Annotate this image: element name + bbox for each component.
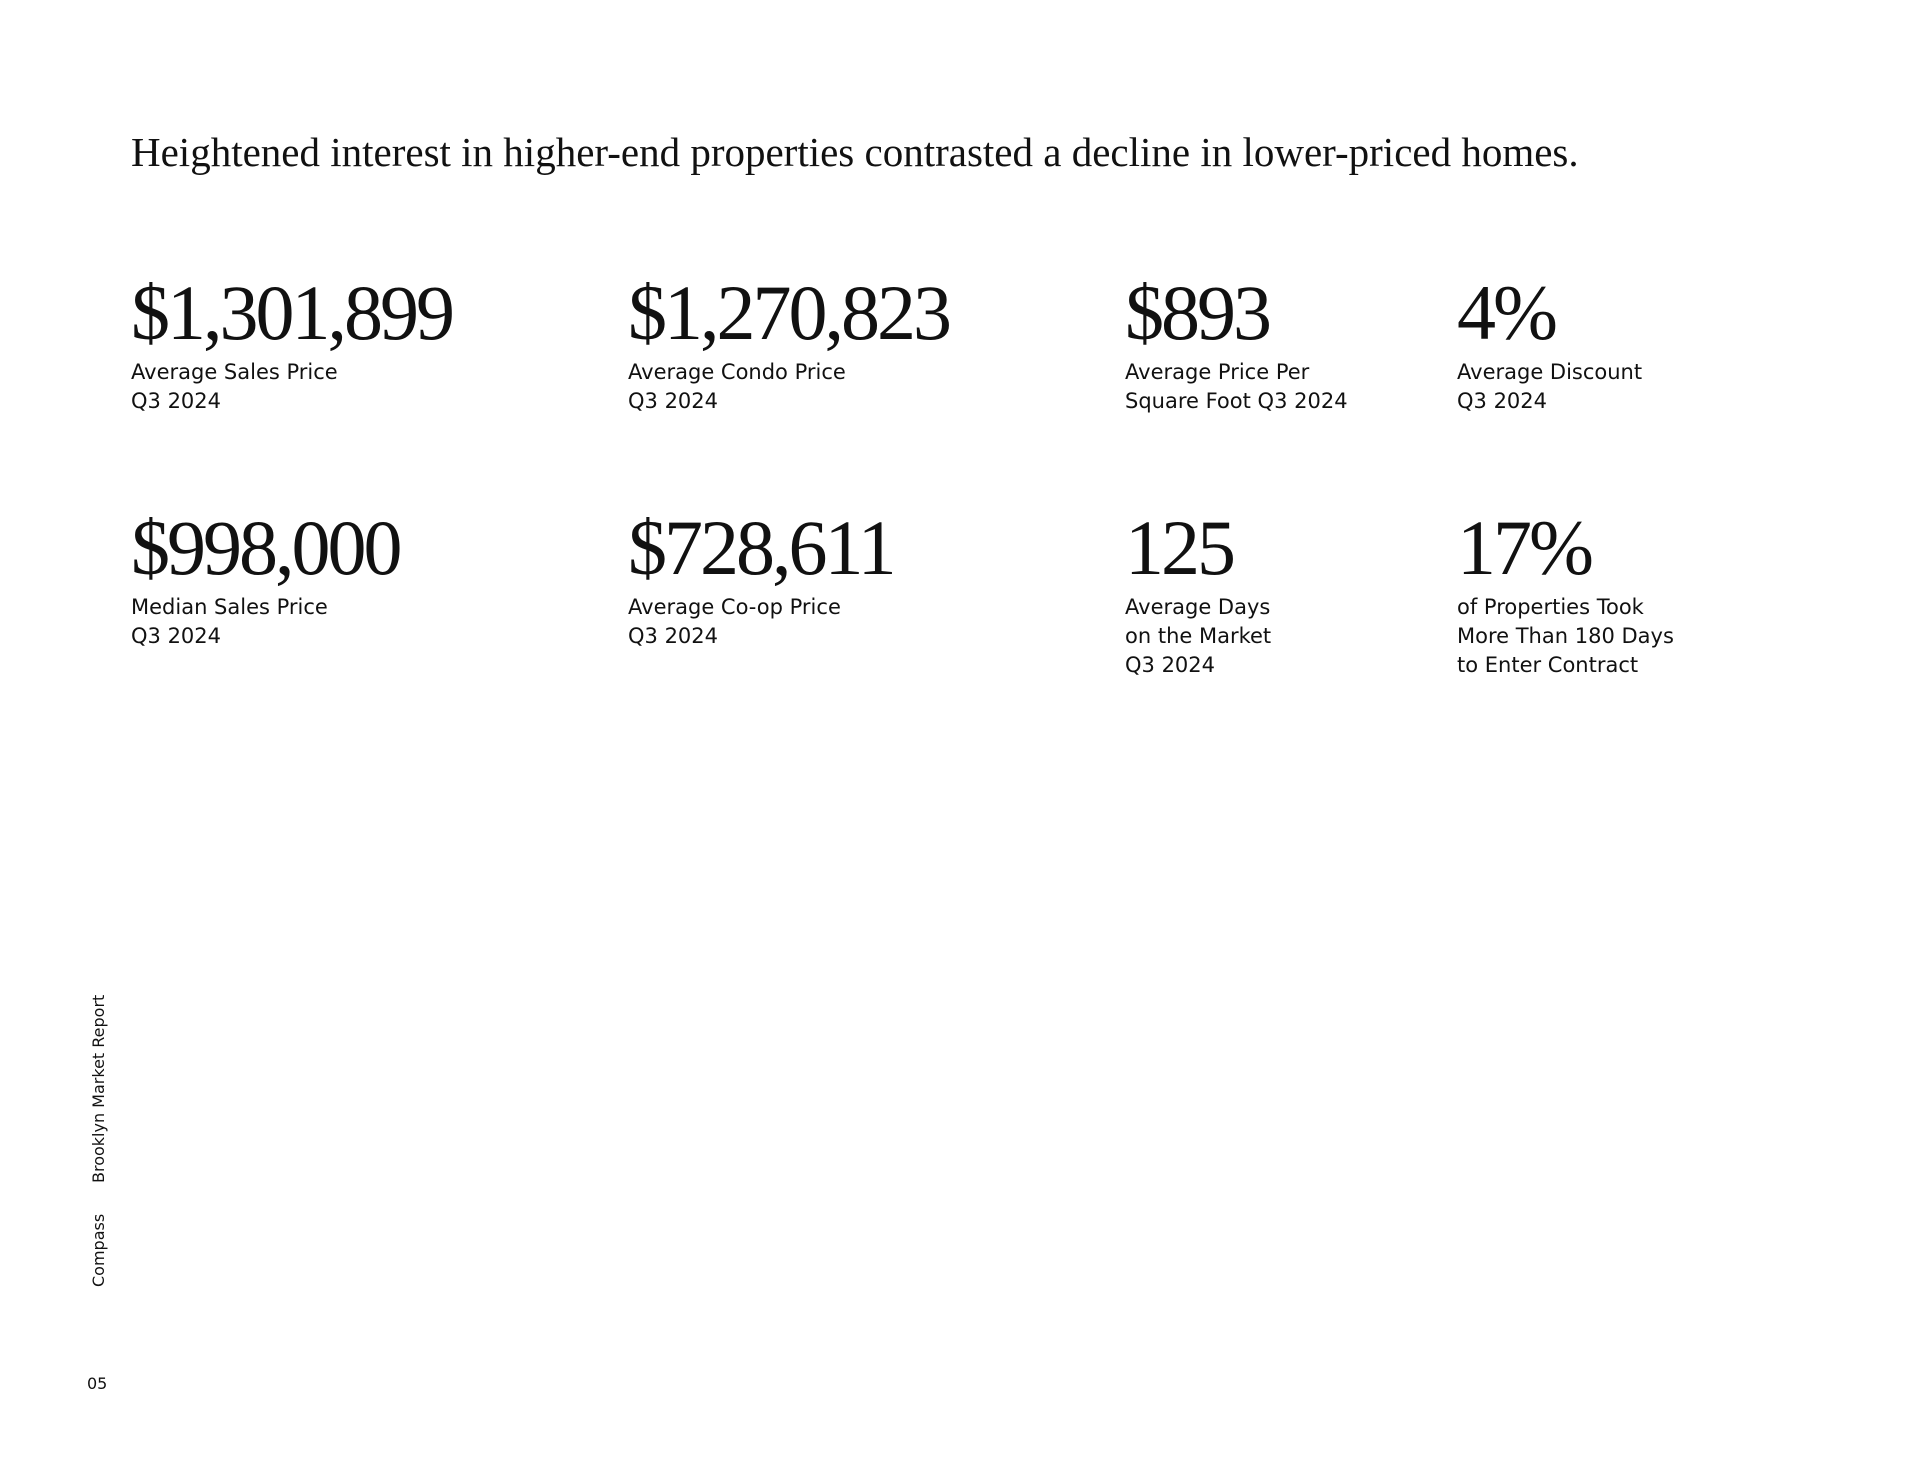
stat-label-line: Average Sales Price [131, 360, 338, 384]
stat-label-line: Q3 2024 [1457, 389, 1548, 413]
stat-label-line: Average Price Per [1125, 360, 1310, 384]
stat-label-line: Median Sales Price [131, 595, 328, 619]
stat-label-line: Q3 2024 [628, 389, 719, 413]
stat-value: 17% [1457, 504, 1594, 591]
stat-label-line: to Enter Contract [1457, 653, 1639, 677]
stat-label: Average Sales Price Q3 2024 [131, 358, 452, 416]
stat-block: $893 Average Price Per Square Foot Q3 2024 [1125, 274, 1348, 416]
stat-value: $1,270,823 [628, 269, 952, 356]
stat-block: $1,301,899 Average Sales Price Q3 2024 [131, 269, 455, 416]
stat-value: 4% [1457, 269, 1558, 356]
stat-label-line: Q3 2024 [131, 389, 222, 413]
stat-label: Average Price Per Square Foot Q3 2024 [1125, 358, 1348, 416]
stat-label: Average Co-op Price Q3 2024 [628, 593, 894, 651]
stat-label-line: Q3 2024 [131, 624, 222, 648]
stat-label-line: Q3 2024 [628, 624, 719, 648]
stat-label: Average Condo Price Q3 2024 [628, 358, 949, 416]
stat-label-line: More Than 180 Days [1457, 624, 1674, 648]
stat-block: $728,611 Average Co-op Price Q3 2024 [628, 504, 897, 651]
stat-label-line: Average Condo Price [628, 360, 846, 384]
headline: Heightened interest in higher-end proper… [131, 129, 1579, 175]
stat-block: 17% of Properties Took More Than 180 Days t… [1457, 509, 1674, 680]
stat-label-line: Average Discount [1457, 360, 1643, 384]
stat-label: Average Days on the Market Q3 2024 [1125, 593, 1271, 680]
stat-label: of Properties Took More Than 180 Days to E… [1457, 593, 1674, 680]
sidebar-report: Brooklyn Market Report [89, 994, 108, 1183]
stat-value: $998,000 [131, 504, 402, 591]
stat-label-line: Average Days [1125, 595, 1271, 619]
stat-label: Median Sales Price Q3 2024 [131, 593, 400, 651]
stat-value: $893 [1125, 269, 1272, 356]
stat-block: $1,270,823 Average Condo Price Q3 2024 [628, 269, 952, 416]
stat-block: $998,000 Median Sales Price Q3 2024 [131, 504, 402, 651]
stat-label-line: Average Co-op Price [628, 595, 841, 619]
stat-label-line: on the Market [1125, 624, 1272, 648]
stat-label-line: Q3 2024 [1125, 653, 1216, 677]
stat-value: $1,301,899 [131, 269, 455, 356]
stat-label-line: Square Foot Q3 2024 [1125, 389, 1348, 413]
stat-value: 125 [1125, 504, 1236, 591]
stat-value: $728,611 [628, 504, 897, 591]
sidebar-brand: Compass [89, 1213, 108, 1287]
stat-label: Average Discount Q3 2024 [1457, 358, 1642, 416]
stat-label-line: of Properties Took [1457, 595, 1644, 619]
stat-block: 4% Average Discount Q3 2024 [1457, 274, 1642, 416]
stat-block: 125 Average Days on the Market Q3 2024 [1125, 509, 1271, 680]
page-number: 05 [87, 1374, 108, 1393]
